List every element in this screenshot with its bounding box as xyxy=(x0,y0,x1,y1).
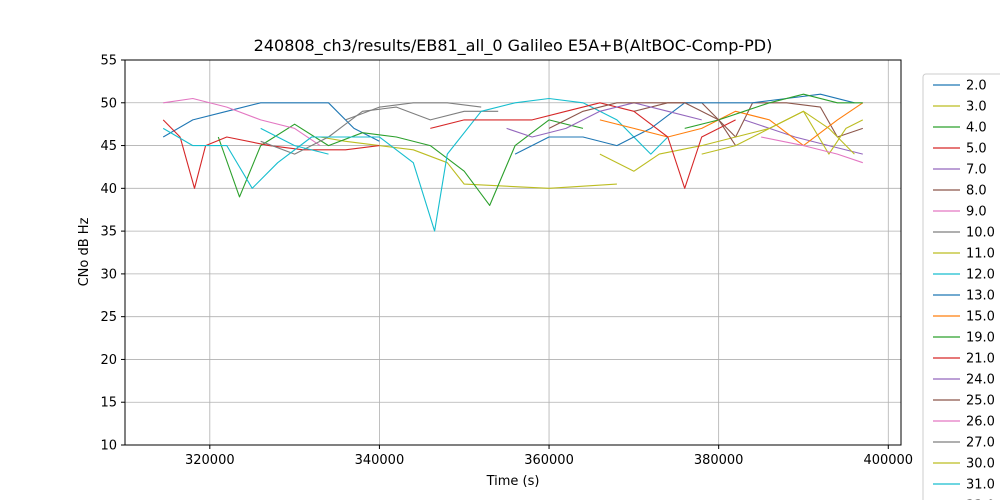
legend-label: 2.0 xyxy=(966,79,987,94)
legend-label: 31.0 xyxy=(966,478,995,493)
y-tick-label: 45 xyxy=(100,139,117,154)
y-tick-label: 50 xyxy=(100,96,117,111)
legend-label: 19.0 xyxy=(966,331,995,346)
series-line-3-0 xyxy=(320,136,617,189)
legend-label: 33.0 xyxy=(966,499,995,500)
legend-label: 26.0 xyxy=(966,415,995,430)
legend-label: 3.0 xyxy=(966,100,987,115)
legend-frame xyxy=(922,73,1000,500)
series-layer xyxy=(162,93,864,232)
legend-label: 21.0 xyxy=(966,352,995,367)
series-line-2-0 xyxy=(162,102,380,142)
series-line-5-0 xyxy=(162,119,380,189)
series-line-21-0 xyxy=(430,102,736,189)
y-tick-label: 40 xyxy=(100,182,117,197)
y-axis-ticks: 10 15 20 25 30 35 40 45 50 55 xyxy=(100,54,125,454)
legend: 2.0 3.0 4.0 5.0 7.0 8.0 9.0 10.0 11.0 12.0 13.0 15.… xyxy=(922,73,1000,500)
y-tick-label: 30 xyxy=(100,267,117,282)
series-line-30-0 xyxy=(701,110,855,155)
y-tick-label: 25 xyxy=(100,310,117,325)
legend-label: 11.0 xyxy=(966,247,995,262)
legend-label: 8.0 xyxy=(966,184,987,199)
legend-label: 15.0 xyxy=(966,310,995,325)
legend-label: 10.0 xyxy=(966,226,995,241)
y-tick-label: 15 xyxy=(100,396,117,411)
legend-label: 4.0 xyxy=(966,121,987,136)
x-tick-label: 400000 xyxy=(863,453,913,468)
series-line-10-0 xyxy=(260,106,499,155)
legend-label: 13.0 xyxy=(966,289,995,304)
series-line-15-0 xyxy=(599,102,864,147)
x-tick-label: 380000 xyxy=(694,453,744,468)
series-line-25-0 xyxy=(548,102,737,146)
legend-label: 7.0 xyxy=(966,163,987,178)
series-line-26-0 xyxy=(760,136,863,164)
y-axis-label: CNo dB Hz xyxy=(77,217,92,286)
plot-frame xyxy=(124,59,902,446)
legend-label: 5.0 xyxy=(966,142,987,157)
x-tick-label: 340000 xyxy=(355,453,405,468)
x-axis-ticks: 320000 340000 360000 380000 400000 xyxy=(185,445,913,468)
legend-label: 12.0 xyxy=(966,268,995,283)
x-tick-label: 360000 xyxy=(524,453,574,468)
series-line-24-0 xyxy=(506,102,702,138)
y-tick-label: 10 xyxy=(100,439,117,454)
series-line-7-0 xyxy=(743,119,863,155)
plot-area xyxy=(125,60,901,445)
legend-label: 30.0 xyxy=(966,457,995,472)
legend-label: 24.0 xyxy=(966,373,995,388)
x-axis-label: Time (s) xyxy=(486,474,540,489)
series-line-31-0 xyxy=(260,127,329,155)
chart-title: 240808_ch3/results/EB81_all_0 Galileo E5… xyxy=(254,36,773,56)
y-tick-label: 20 xyxy=(100,353,117,368)
y-tick-label: 35 xyxy=(100,225,117,240)
series-line-4-0 xyxy=(217,119,584,206)
series-line-11-0 xyxy=(599,110,864,172)
legend-label: 27.0 xyxy=(966,436,995,451)
y-tick-label: 55 xyxy=(100,54,117,69)
legend-label: 9.0 xyxy=(966,205,987,220)
series-line-27-0 xyxy=(345,102,482,121)
legend-label: 25.0 xyxy=(966,394,995,409)
series-line-9-0 xyxy=(163,97,321,147)
x-tick-label: 320000 xyxy=(185,453,235,468)
